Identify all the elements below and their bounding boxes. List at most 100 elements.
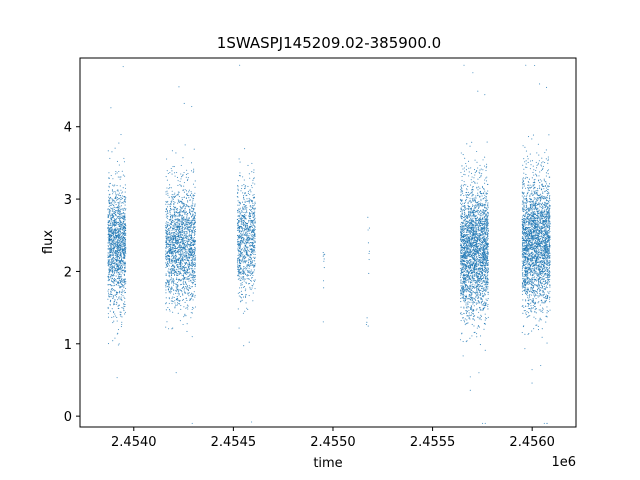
- scatter-point: [175, 236, 177, 239]
- scatter-point: [166, 230, 168, 232]
- scatter-point: [118, 230, 120, 232]
- scatter-point: [243, 184, 245, 186]
- scatter-point: [114, 231, 116, 233]
- scatter-point: [183, 240, 185, 242]
- scatter-point: [247, 227, 249, 229]
- scatter-point: [118, 209, 120, 211]
- scatter-point: [178, 268, 180, 270]
- scatter-point: [115, 243, 117, 245]
- scatter-point: [250, 289, 252, 291]
- scatter-point: [115, 224, 117, 226]
- scatter-point: [179, 208, 181, 211]
- scatter-point: [180, 178, 182, 180]
- scatter-point: [118, 261, 120, 263]
- scatter-point: [474, 207, 476, 209]
- scatter-point: [110, 263, 113, 265]
- scatter-point: [193, 255, 195, 257]
- scatter-point: [184, 213, 186, 215]
- scatter-point: [183, 196, 185, 198]
- scatter-point: [122, 270, 124, 272]
- scatter-point: [250, 270, 252, 273]
- scatter-point: [249, 177, 251, 179]
- scatter-point: [188, 249, 190, 251]
- scatter-point: [253, 234, 255, 236]
- scatter-point: [465, 312, 467, 315]
- scatter-point: [190, 221, 192, 223]
- scatter-point: [254, 251, 256, 253]
- scatter-point: [191, 250, 193, 252]
- scatter-point: [120, 264, 122, 266]
- scatter-point: [115, 279, 117, 281]
- scatter-point: [184, 313, 186, 315]
- scatter-point: [110, 229, 112, 232]
- scatter-point: [190, 235, 192, 237]
- scatter-point: [245, 281, 247, 283]
- scatter-point: [237, 186, 239, 188]
- scatter-point: [194, 204, 196, 206]
- scatter-point: [176, 237, 178, 239]
- scatter-point: [167, 257, 169, 259]
- scatter-point: [188, 232, 191, 234]
- scatter-point: [237, 212, 239, 214]
- scatter-point: [464, 201, 466, 203]
- scatter-point: [116, 302, 118, 304]
- scatter-point: [246, 265, 248, 267]
- scatter-point: [168, 297, 170, 299]
- scatter-point: [170, 272, 172, 274]
- scatter-point: [124, 282, 126, 284]
- scatter-point: [112, 191, 114, 193]
- scatter-point: [178, 191, 180, 193]
- scatter-point: [193, 279, 195, 282]
- scatter-point: [111, 281, 113, 283]
- scatter-point: [190, 293, 192, 296]
- scatter-point: [119, 211, 121, 213]
- scatter-point: [190, 268, 193, 270]
- scatter-point: [194, 265, 196, 267]
- scatter-point: [169, 239, 171, 241]
- scatter-point: [238, 272, 240, 274]
- scatter-point: [191, 235, 193, 238]
- scatter-point: [171, 190, 173, 192]
- scatter-point: [170, 202, 172, 205]
- scatter-point: [246, 278, 248, 280]
- scatter-point: [238, 208, 240, 210]
- scatter-point: [174, 223, 176, 225]
- scatter-point: [172, 231, 174, 234]
- scatter-point: [472, 72, 474, 74]
- scatter-point: [118, 142, 120, 144]
- scatter-point: [177, 241, 179, 243]
- scatter-point: [183, 259, 185, 261]
- scatter-point: [112, 217, 114, 219]
- scatter-point: [192, 253, 195, 255]
- scatter-point: [125, 229, 127, 231]
- scatter-point: [245, 253, 247, 255]
- scatter-point: [252, 260, 254, 262]
- scatter-point: [165, 302, 167, 304]
- scatter-point: [119, 221, 121, 223]
- scatter-point: [187, 250, 189, 252]
- scatter-point: [246, 275, 248, 277]
- scatter-point: [247, 274, 249, 276]
- scatter-point: [119, 228, 121, 230]
- scatter-point: [249, 241, 251, 244]
- scatter-point: [112, 268, 114, 270]
- scatter-point: [170, 207, 172, 209]
- scatter-point: [194, 258, 196, 260]
- scatter-point: [180, 290, 183, 292]
- scatter-point: [117, 245, 119, 247]
- scatter-point: [123, 200, 125, 202]
- scatter-point: [486, 279, 488, 281]
- scatter-point: [116, 268, 118, 270]
- scatter-point: [249, 244, 251, 246]
- scatter-point: [245, 294, 247, 296]
- scatter-point: [124, 240, 126, 242]
- scatter-point: [190, 170, 193, 172]
- scatter-point: [118, 215, 120, 217]
- scatter-point: [239, 291, 241, 294]
- scatter-point: [177, 218, 179, 220]
- scatter-point: [109, 247, 111, 249]
- scatter-point: [120, 202, 122, 204]
- scatter-point: [477, 270, 479, 273]
- scatter-point: [242, 218, 244, 220]
- scatter-point: [113, 256, 115, 259]
